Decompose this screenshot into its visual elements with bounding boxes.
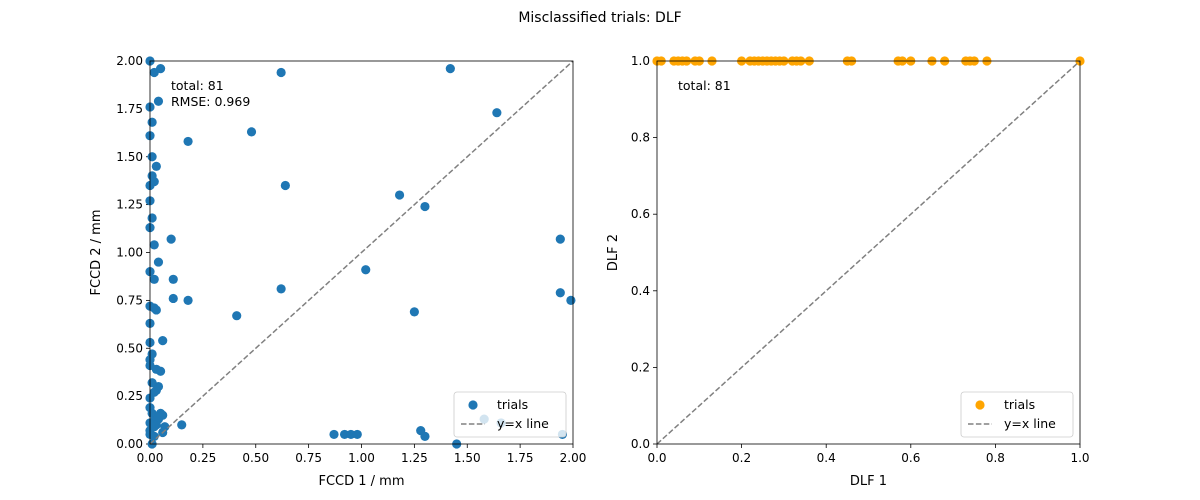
- x-tick-label: 0.0: [647, 451, 666, 465]
- y-tick-label: 0.8: [631, 131, 650, 145]
- x-tick-label: 1.75: [507, 451, 534, 465]
- data-point: [329, 429, 339, 440]
- legend: trials y=x line: [960, 391, 1074, 438]
- identity-line: [656, 60, 1081, 445]
- data-point: [555, 288, 565, 298]
- data-point: [339, 429, 350, 440]
- y-tick-label: 1.25: [116, 198, 143, 212]
- y-tick-label: 0.00: [116, 437, 143, 451]
- data-point: [166, 234, 176, 244]
- x-tick-label: 0.4: [817, 451, 836, 465]
- data-point: [153, 96, 164, 106]
- x-tick-label: 0.6: [901, 451, 920, 465]
- data-point: [566, 295, 576, 305]
- data-point: [147, 378, 157, 388]
- y-tick-label: 1.0: [631, 54, 650, 68]
- x-tick-label: 1.50: [454, 451, 481, 465]
- legend: trials y=x line: [453, 391, 567, 438]
- y-tick-label: 0.50: [116, 341, 143, 355]
- chart-panel-2: 0.0 0.2 0.4 0.6 0.8 1.0 0.0 0.2 0.4 0.6 0.8 1.0 DLF …: [606, 54, 1090, 489]
- x-tick-label: 0.25: [190, 451, 217, 465]
- identity-line: [149, 60, 574, 445]
- data-point: [155, 64, 166, 74]
- data-point: [153, 412, 164, 422]
- data-point: [168, 293, 178, 304]
- y-axis-label: FCCD 2 / mm: [89, 209, 104, 295]
- stats-annotation: total: 81: [678, 78, 731, 93]
- data-point: [420, 201, 430, 212]
- y-tick-label: 1.50: [116, 150, 143, 164]
- data-point: [361, 265, 371, 275]
- y-tick-label: 0.4: [631, 284, 650, 298]
- data-point: [151, 305, 161, 315]
- y-tick-label: 1.75: [116, 102, 143, 116]
- x-axis-label: FCCD 1 / mm: [318, 474, 404, 489]
- data-point: [445, 64, 455, 74]
- stats-annotation: total: 81: [171, 78, 224, 93]
- data-point: [147, 117, 157, 127]
- y-tick-label: 0.75: [116, 293, 143, 307]
- data-point: [149, 422, 159, 432]
- data-point: [555, 234, 565, 244]
- y-tick-label: 1.00: [116, 246, 143, 260]
- x-tick-label: 0.75: [295, 451, 322, 465]
- data-point: [232, 311, 242, 321]
- y-tick-label: 2.00: [116, 54, 143, 68]
- x-tick-label: 0.8: [986, 451, 1005, 465]
- x-tick-label: 2.00: [560, 451, 587, 465]
- data-point: [276, 67, 286, 78]
- data-point: [276, 284, 286, 294]
- y-tick-label: 0.2: [631, 360, 650, 374]
- x-tick-label: 0.00: [137, 451, 164, 465]
- y-axis-label: DLF 2: [606, 234, 621, 271]
- legend-box: [453, 391, 567, 438]
- data-point: [492, 108, 502, 118]
- legend-label-line: y=x line: [497, 416, 549, 431]
- data-point: [147, 213, 157, 223]
- data-point: [352, 429, 362, 440]
- legend-marker-trials: [975, 400, 985, 410]
- x-tick-label: 0.2: [732, 451, 751, 465]
- axes-frame: [149, 60, 574, 445]
- axes-frame: [656, 60, 1081, 445]
- data-point: [158, 335, 168, 346]
- data-point: [149, 240, 159, 250]
- data-point: [155, 366, 166, 376]
- stats-annotation: RMSE: 0.969: [171, 94, 250, 109]
- chart-panel-1: 0.00 0.25 0.50 0.75 1.00 1.25 1.50 1.75 2.00 0.00…: [89, 54, 586, 489]
- legend-label-trials: trials: [1004, 397, 1035, 412]
- data-point: [151, 161, 161, 171]
- panels: 0.00 0.25 0.50 0.75 1.00 1.25 1.50 1.75 2.000.00…: [89, 54, 1090, 489]
- data-point: [246, 127, 257, 137]
- data-point: [394, 190, 405, 200]
- data-point: [147, 152, 157, 162]
- legend-label-line: y=x line: [1004, 416, 1056, 431]
- legend-box: [960, 391, 1074, 438]
- data-point: [280, 180, 290, 191]
- data-point: [420, 431, 430, 441]
- data-point: [409, 307, 419, 317]
- x-tick-label: 1.25: [401, 451, 428, 465]
- data-point: [346, 429, 356, 440]
- y-tick-label: 0.0: [631, 437, 650, 451]
- data-point: [183, 136, 193, 147]
- y-tick-label: 0.25: [116, 389, 143, 403]
- legend-marker-trials: [468, 400, 478, 410]
- data-point: [149, 274, 159, 284]
- x-tick-label: 1.0: [1070, 451, 1089, 465]
- legend-label-trials: trials: [497, 397, 528, 412]
- x-tick-label: 1.00: [348, 451, 375, 465]
- x-axis-label: DLF 1: [850, 474, 887, 489]
- data-point: [177, 420, 187, 430]
- x-tick-label: 0.50: [242, 451, 269, 465]
- data-point: [183, 295, 193, 305]
- y-tick-label: 0.6: [631, 207, 650, 221]
- figure-title: Misclassified trials: DLF: [518, 10, 681, 26]
- data-point: [168, 274, 178, 284]
- data-point: [153, 257, 164, 267]
